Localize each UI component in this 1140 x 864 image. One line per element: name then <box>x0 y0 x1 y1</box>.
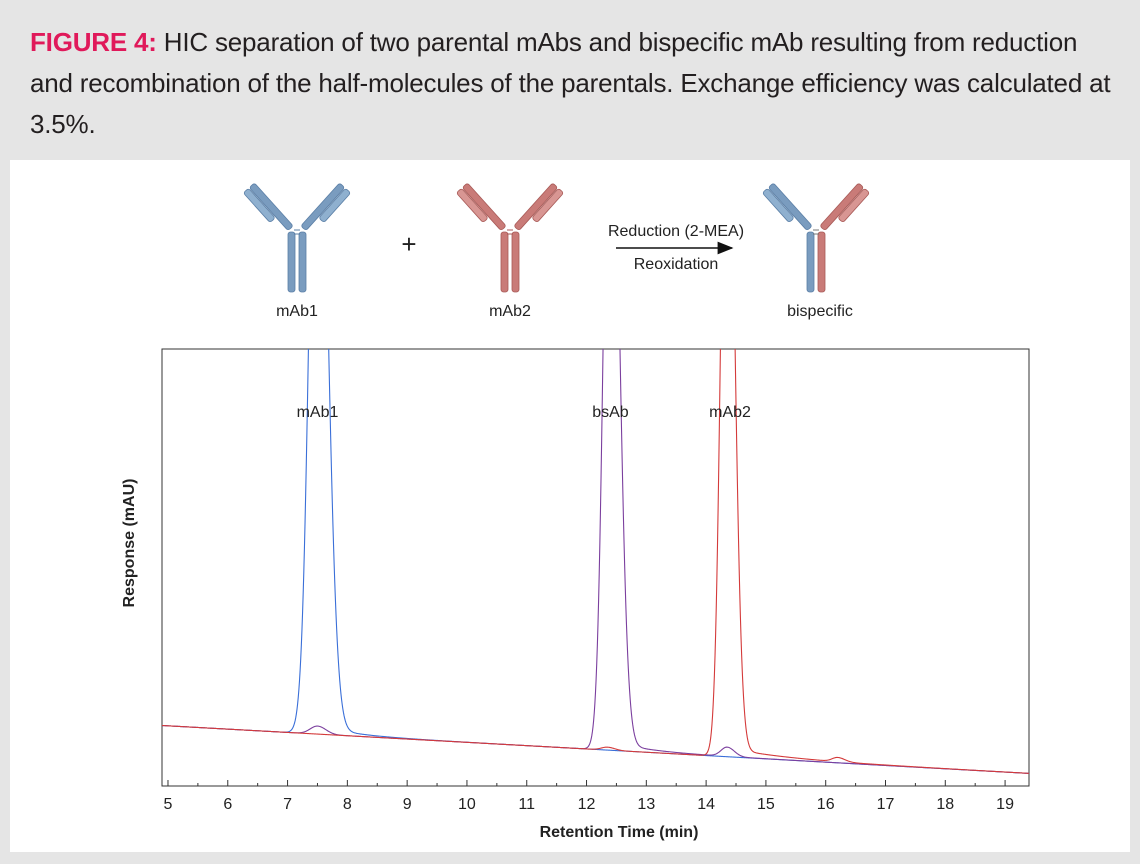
x-tick-label: 8 <box>343 796 352 813</box>
reaction-schematic: mAb1 + mAb2 Reduction (2-MEA) Reoxidatio… <box>242 182 871 320</box>
mab1-antibody-icon <box>242 182 352 293</box>
figure-caption-text: HIC separation of two parental mAbs and … <box>30 27 1111 139</box>
x-tick-label: 18 <box>936 796 954 813</box>
peak-label-mab2: mAb2 <box>709 404 751 421</box>
x-tick-label: 15 <box>757 796 775 813</box>
x-tick-label: 11 <box>518 796 535 813</box>
x-tick-label: 7 <box>283 796 292 813</box>
plot-frame <box>161 348 1030 787</box>
reaction-condition-top: Reduction (2-MEA) <box>608 223 744 240</box>
peak-label-bsab: bsAb <box>592 404 629 421</box>
chromatogram-traces <box>162 349 1029 774</box>
bispecific-antibody-icon <box>761 182 871 293</box>
x-tick-label: 13 <box>637 796 655 813</box>
schematic-mab2-label: mAb2 <box>489 303 531 320</box>
y-axis-title: Response (mAU) <box>121 479 138 608</box>
schematic-mab1-label: mAb1 <box>276 303 318 320</box>
plus-sign: + <box>401 229 416 259</box>
x-tick-label: 6 <box>223 796 232 813</box>
x-tick-label: 14 <box>697 796 715 813</box>
x-tick-label: 17 <box>877 796 895 813</box>
hic-chromatogram: 5 6 7 8 9 10 11 12 13 14 15 16 17 18 19 mAb1 bsAb mAb2 R… <box>121 348 1030 841</box>
figure-panel: mAb1 + mAb2 Reduction (2-MEA) Reoxidatio… <box>10 160 1130 852</box>
figure-label: FIGURE 4: <box>30 27 157 57</box>
x-tick-label: 9 <box>403 796 412 813</box>
peak-labels: mAb1 bsAb mAb2 <box>297 404 751 421</box>
figure-svg: mAb1 + mAb2 Reduction (2-MEA) Reoxidatio… <box>121 182 1030 841</box>
mab2-antibody-icon <box>455 182 565 293</box>
reaction-condition-bottom: Reoxidation <box>634 256 719 273</box>
x-tick-label: 12 <box>578 796 596 813</box>
figure-caption: FIGURE 4: HIC separation of two parental… <box>30 22 1120 145</box>
x-tick-label: 10 <box>458 796 476 813</box>
x-tick-label: 5 <box>164 796 173 813</box>
x-axis-ticks: 5 6 7 8 9 10 11 12 13 14 15 16 17 18 19 <box>164 780 1014 813</box>
x-tick-label: 16 <box>817 796 835 813</box>
x-tick-label: 19 <box>996 796 1014 813</box>
schematic-bispecific-label: bispecific <box>787 303 853 320</box>
x-axis-title: Retention Time (min) <box>540 824 699 841</box>
peak-label-mab1: mAb1 <box>297 404 339 421</box>
series-line-mab2 <box>162 349 1029 774</box>
